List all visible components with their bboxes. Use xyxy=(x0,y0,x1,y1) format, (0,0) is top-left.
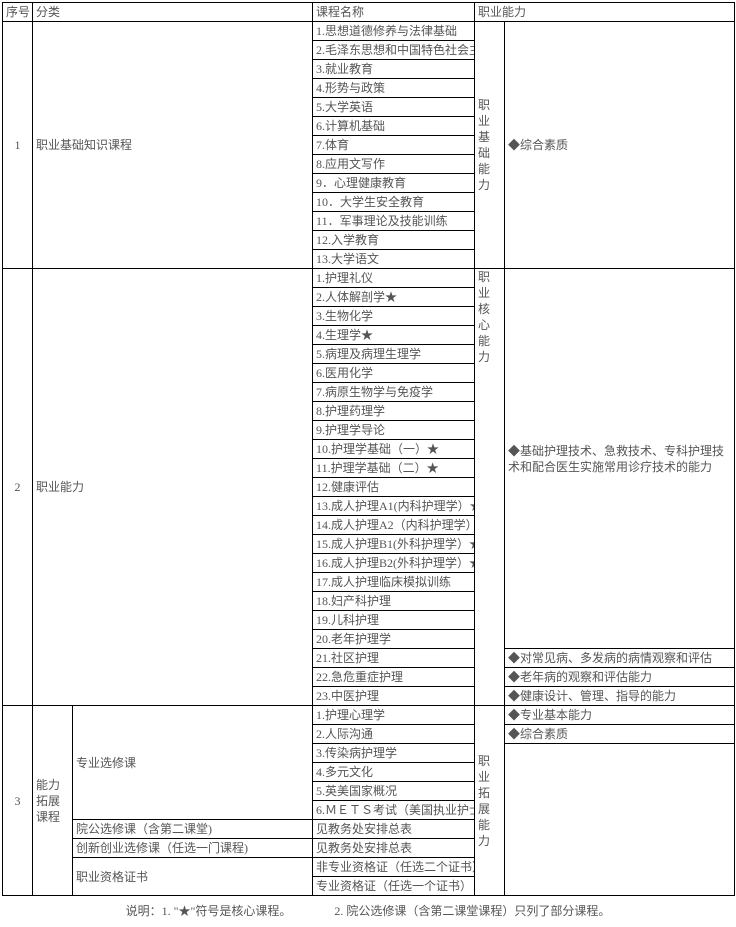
category-1: 职业基础知识课程 xyxy=(33,22,313,269)
course-cell: 4.生理学★ xyxy=(313,326,475,345)
course-cell: 17.成人护理临床模拟训练 xyxy=(313,573,475,592)
seq-2: 2 xyxy=(3,269,33,706)
header-seq: 序号 xyxy=(3,3,33,22)
ability-23: ◆健康设计、管理、指导的能力 xyxy=(505,687,735,706)
course-cell: 16.成人护理B2(外科护理学）★ xyxy=(313,554,475,573)
course-cell: 2.毛泽东思想和中国特色社会主 xyxy=(313,41,475,60)
course-cell: 9.护理学导论 xyxy=(313,421,475,440)
course-cell: 10.护理学基础（一）★ xyxy=(313,440,475,459)
course-cell: 10．大学生安全教育 xyxy=(313,193,475,212)
course-cell: 22.急危重症护理 xyxy=(313,668,475,687)
sub-category-cert-a: 非专业资格证（任选二个证书） xyxy=(313,858,475,877)
course-cell: 23.中医护理 xyxy=(313,687,475,706)
course-cell: 3.就业教育 xyxy=(313,60,475,79)
course-cell: 3.传染病护理学 xyxy=(313,744,475,763)
course-cell: 1.护理心理学 xyxy=(313,706,475,725)
course-cell: 20.老年护理学 xyxy=(313,630,475,649)
course-cell: 12.健康评估 xyxy=(313,478,475,497)
course-cell: 1.思想道德修养与法律基础 xyxy=(313,22,475,41)
see-text: 见教务处安排总表 xyxy=(313,839,475,858)
course-cell: 11.护理学基础（二）★ xyxy=(313,459,475,478)
sub-category-cert-b: 专业资格证（任选一个证书） xyxy=(313,877,475,896)
course-cell: 1.护理礼仪 xyxy=(313,269,475,288)
course-cell: 4.形势与政策 xyxy=(313,79,475,98)
course-cell: 6.ＭＥＴＳ考试（美国执业护士 xyxy=(313,801,475,820)
sub-category-elective: 专业选修课 xyxy=(73,706,313,820)
course-cell: 5.大学英语 xyxy=(313,98,475,117)
course-cell: 15.成人护理B1(外科护理学）★ xyxy=(313,535,475,554)
course-cell: 7.体育 xyxy=(313,136,475,155)
ability-22: ◆老年病的观察和评估能力 xyxy=(505,668,735,687)
see-text: 见教务处安排总表 xyxy=(313,820,475,839)
curriculum-table: 序号 分类 课程名称 职业能力 1 职业基础知识课程 1.思想道德修养与法律基础… xyxy=(2,2,735,896)
footnote: 说明：1. "★"符号是核心课程。 2. 院公选修课（含第二课堂课程）只列了部分… xyxy=(2,896,734,925)
ability-label-3: 职业拓展能力 xyxy=(475,706,505,896)
course-cell: 11．军事理论及技能训练 xyxy=(313,212,475,231)
ability-3-1: ◆专业基本能力 xyxy=(505,706,735,725)
course-cell: 2.人体解剖学★ xyxy=(313,288,475,307)
footnote-1: 说明：1. "★"符号是核心课程。 xyxy=(126,902,292,919)
sub-category-public: 院公选修课（含第二课堂) xyxy=(73,820,313,839)
table-row: 3 能力拓展课程 专业选修课 1.护理心理学 职业拓展能力 ◆专业基本能力 xyxy=(3,706,735,725)
course-cell: 14.成人护理A2（内科护理学）★ xyxy=(313,516,475,535)
category-2: 职业能力 xyxy=(33,269,313,706)
course-cell: 4.多元文化 xyxy=(313,763,475,782)
seq-1: 1 xyxy=(3,22,33,269)
sub-category-innovation: 创新创业选修课（任选一门课程) xyxy=(73,839,313,858)
ability-main-2: ◆基础护理技术、急救技术、专科护理技术和配合医生实施常用诊疗技术的能力 xyxy=(505,269,735,649)
course-cell: 6.医用化学 xyxy=(313,364,475,383)
course-cell: 13.大学语文 xyxy=(313,250,475,269)
seq-3: 3 xyxy=(3,706,33,896)
course-cell: 6.计算机基础 xyxy=(313,117,475,136)
course-cell: 19.儿科护理 xyxy=(313,611,475,630)
ability-label-2: 职 业 核 心 能 力 xyxy=(475,269,505,706)
ability-3-2: ◆综合素质 xyxy=(505,725,735,744)
course-cell: 13.成人护理A1(内科护理学）★ xyxy=(313,497,475,516)
header-category: 分类 xyxy=(33,3,313,22)
course-cell: 8.护理药理学 xyxy=(313,402,475,421)
course-cell: 5.英美国家概况 xyxy=(313,782,475,801)
table-row: 2 职业能力 1.护理礼仪 职 业 核 心 能 力 ◆基础护理技术、急救技术、专… xyxy=(3,269,735,288)
course-cell: 5.病理及病理生理学 xyxy=(313,345,475,364)
course-cell: 3.生物化学 xyxy=(313,307,475,326)
ability-label-1: 职业基础能力 xyxy=(475,22,505,269)
course-cell: 12.入学教育 xyxy=(313,231,475,250)
header-ability: 职业能力 xyxy=(475,3,735,22)
sub-category-cert-label: 职业资格证书 xyxy=(73,858,313,896)
footnote-2: 2. 院公选修课（含第二课堂课程）只列了部分课程。 xyxy=(334,902,610,919)
header-row: 序号 分类 课程名称 职业能力 xyxy=(3,3,735,22)
ability-text-1: ◆综合素质 xyxy=(505,22,735,269)
course-cell: 18.妇产科护理 xyxy=(313,592,475,611)
table-row: 1 职业基础知识课程 1.思想道德修养与法律基础 职业基础能力 ◆综合素质 xyxy=(3,22,735,41)
ability-3-blank xyxy=(505,744,735,896)
course-cell: 7.病原生物学与免疫学 xyxy=(313,383,475,402)
ability-21: ◆对常见病、多发病的病情观察和评估 xyxy=(505,649,735,668)
course-cell: 9．心理健康教育 xyxy=(313,174,475,193)
course-cell: 8.应用文写作 xyxy=(313,155,475,174)
category-3: 能力拓展课程 xyxy=(33,706,73,896)
course-cell: 2.人际沟通 xyxy=(313,725,475,744)
header-course: 课程名称 xyxy=(313,3,475,22)
course-cell: 21.社区护理 xyxy=(313,649,475,668)
